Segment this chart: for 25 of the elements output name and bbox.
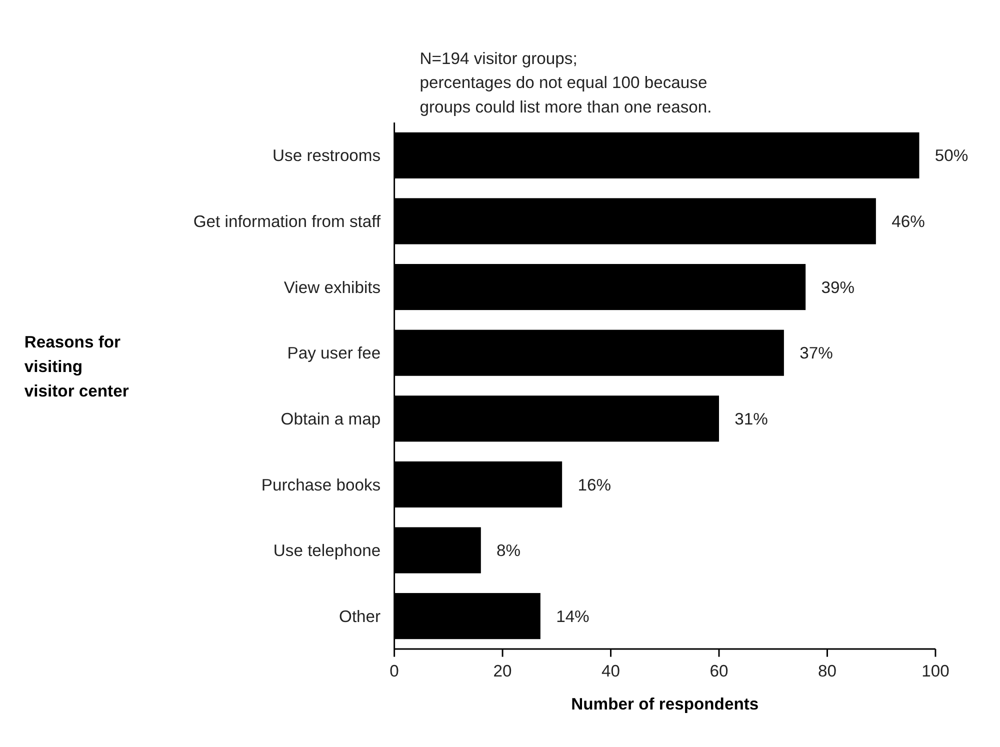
annotation: 8%	[496, 541, 521, 560]
annotation: 50%	[934, 146, 968, 166]
annotation: 31%	[734, 409, 768, 428]
y-tick-label: Pay user fee	[287, 344, 381, 363]
annotation: 14%	[556, 606, 590, 626]
y-tick-label: Use telephone	[273, 541, 381, 560]
y-tick-label: Other	[339, 606, 382, 626]
x-tick-label: 40	[602, 661, 620, 680]
y-tick-label: Purchase books	[261, 475, 381, 494]
y-tick-label: Obtain a map	[280, 409, 381, 428]
y-tick-label: Get information from staff	[193, 212, 381, 232]
y-tick-label: View exhibits	[284, 278, 381, 297]
x-tick-label: 80	[818, 661, 836, 680]
x-tick-label: 20	[493, 661, 512, 680]
y-tick-label: Use restrooms	[272, 146, 381, 166]
x-tick-label: 60	[710, 661, 728, 680]
x-tick-label: 0	[390, 661, 399, 680]
y-axis-title: Reasons for visiting visitor center	[24, 332, 130, 400]
annotation: 39%	[821, 278, 855, 297]
x-tick-label: 100	[922, 661, 950, 680]
annotation: 37%	[800, 344, 834, 363]
annotation: 46%	[892, 212, 926, 232]
x-axis-title: Number of respondents	[571, 694, 759, 714]
annotation: 16%	[578, 475, 612, 494]
text: N=194 visitor groups; percentages do not equal 100 because groups could list more than one reason.	[420, 48, 712, 117]
